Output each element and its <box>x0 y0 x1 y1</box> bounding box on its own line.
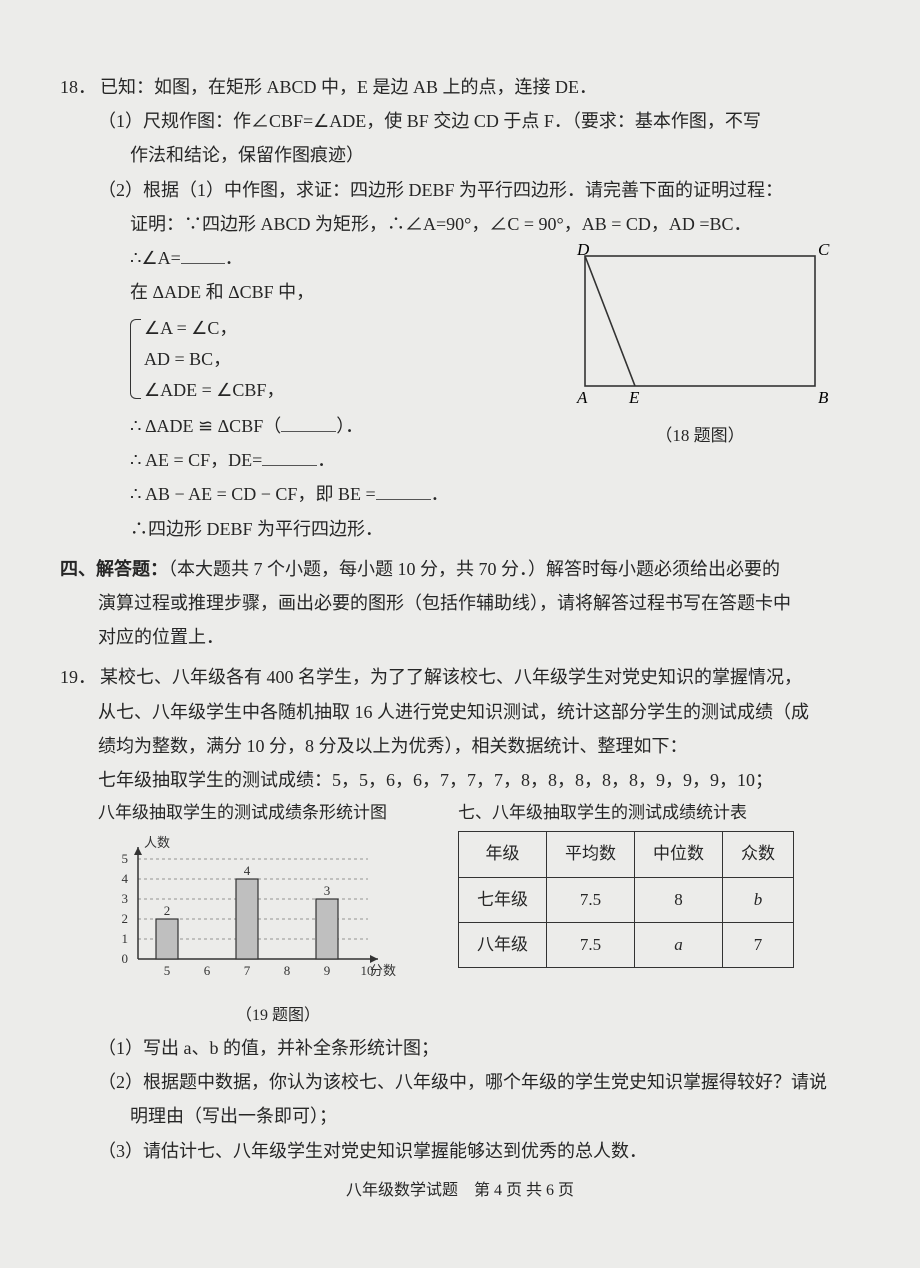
svg-text:2: 2 <box>164 903 171 918</box>
q18-number: 18． <box>60 70 96 104</box>
svg-text:1: 1 <box>122 931 129 946</box>
svg-text:6: 6 <box>204 963 211 978</box>
q19-stem-3: 绩均为整数，满分 10 分，8 分及以上为优秀），相关数据统计、整理如下： <box>98 729 860 763</box>
q19-bar-chart: 1 2 3 4 5 0 人数分数 5 2 6 7 4 8 9 3 10 <box>98 829 398 989</box>
section4-heading: 四、解答题：（本大题共 7 个小题，每小题 10 分，共 70 分．）解答时每小… <box>60 552 860 586</box>
svg-text:8: 8 <box>284 963 291 978</box>
q19-table-caption: 七、八年级抽取学生的测试成绩统计表 <box>458 797 860 829</box>
blank-angle <box>181 245 225 264</box>
svg-text:4: 4 <box>244 863 251 878</box>
q18-proof-line5: ∴ AE = CF，DE=． <box>130 443 540 477</box>
q18-part1-line2: 作法和结论，保留作图痕迹） <box>130 138 860 172</box>
q19-stem-2: 从七、八年级学生中各随机抽取 16 人进行党史知识测试，统计这部分学生的测试成绩… <box>98 695 860 729</box>
blank-de <box>262 447 317 466</box>
q19-part1: （1）写出 a、b 的值，并补全条形统计图； <box>98 1031 860 1065</box>
svg-text:C: C <box>818 241 830 259</box>
svg-text:3: 3 <box>324 883 331 898</box>
svg-text:5: 5 <box>122 851 129 866</box>
q18-brace: ∠A = ∠C， AD = BC， ∠ADE = ∠CBF， <box>130 313 540 405</box>
brace-line1: ∠A = ∠C， <box>144 313 540 344</box>
q19-part2-line1: （2）根据题中数据，你认为该校七、八年级中，哪个年级的学生党史知识掌握得较好？请… <box>98 1065 860 1099</box>
svg-text:分数: 分数 <box>370 963 396 978</box>
svg-text:2: 2 <box>122 911 129 926</box>
q19-bar-caption: 八年级抽取学生的测试成绩条形统计图 <box>98 797 458 829</box>
svg-text:D: D <box>576 241 590 259</box>
brace-line3: ∠ADE = ∠CBF， <box>144 375 540 406</box>
svg-text:E: E <box>628 388 640 407</box>
svg-text:9: 9 <box>324 963 331 978</box>
svg-text:人数: 人数 <box>144 835 170 850</box>
q18-proof-line6: ∴ AB − AE = CD − CF，即 BE =． <box>130 477 860 511</box>
svg-text:0: 0 <box>122 951 129 966</box>
q18-proof-line7: ∴四边形 DEBF 为平行四边形． <box>130 512 860 546</box>
q19-part2-line2: 明理由（写出一条即可）； <box>130 1099 860 1133</box>
section4-line2: 演算过程或推理步骤，画出必要的图形（包括作辅助线），请将解答过程书写在答题卡中 <box>98 586 860 620</box>
q19-bar-figcap: （19 题图） <box>98 1001 458 1031</box>
q18-proof-line4: ∴ ΔADE ≌ ΔCBF（）． <box>130 409 540 443</box>
q18-part2: （2）根据（1）中作图，求证：四边形 DEBF 为平行四边形．请完善下面的证明过… <box>98 173 860 207</box>
page-footer: 八年级数学试题 第 4 页 共 6 页 <box>60 1176 860 1206</box>
svg-text:A: A <box>576 388 588 407</box>
q19-stem-4: 七年级抽取学生的测试成绩：5，5，6，6，7，7，7，8，8，8，8，8，9，9… <box>98 763 860 797</box>
svg-text:10: 10 <box>361 963 374 978</box>
svg-text:B: B <box>818 388 829 407</box>
svg-text:7: 7 <box>244 963 251 978</box>
section4-line3: 对应的位置上． <box>98 620 860 654</box>
q19-number: 19． <box>60 660 96 694</box>
q18-proof-line1: 证明：∵四边形 ABCD 为矩形，∴∠A=90°，∠C = 90°，AB = C… <box>130 207 860 241</box>
svg-text:4: 4 <box>122 871 129 886</box>
q18-figure: D C A B E （18 题图） <box>540 241 860 452</box>
q18-part1-line1: （1）尺规作图：作∠CBF=∠ADE，使 BF 交边 CD 于点 F．（要求：基… <box>98 104 860 138</box>
q18-figure-caption: （18 题图） <box>540 420 860 452</box>
q18-proof-line2: ∴∠A=． <box>130 241 540 275</box>
brace-line2: AD = BC， <box>144 344 540 375</box>
svg-text:3: 3 <box>122 891 129 906</box>
q18-stem: 已知：如图，在矩形 ABCD 中，E 是边 AB 上的点，连接 DE． <box>100 70 597 104</box>
q19-part3: （3）请估计七、八年级学生对党史知识掌握能够达到优秀的总人数． <box>98 1134 860 1168</box>
q18-proof-line3: 在 ΔADE 和 ΔCBF 中， <box>130 275 540 309</box>
q19-stats-table: 年级平均数中位数众数 七年级7.58b 八年级7.5a7 <box>458 831 794 968</box>
blank-be <box>376 481 431 500</box>
q19-stem-1: 某校七、八年级各有 400 名学生，为了了解该校七、八年级学生对党史知识的掌握情… <box>100 660 802 694</box>
blank-congruence <box>281 413 336 432</box>
svg-text:5: 5 <box>164 963 171 978</box>
